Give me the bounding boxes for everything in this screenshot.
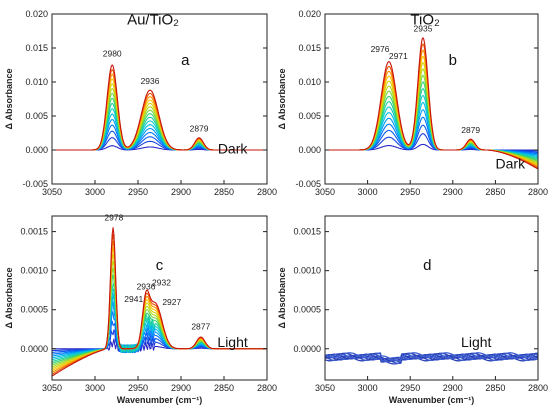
panel-title: TiO₂ xyxy=(410,12,440,29)
condition-label: Light xyxy=(217,334,247,350)
condition-label: Light xyxy=(461,334,491,350)
panel-title: Au/TiO₂ xyxy=(127,12,179,29)
plot-frame xyxy=(324,215,539,381)
x-tick-label: 2950 xyxy=(128,187,148,197)
y-tick-label: -0.005 xyxy=(22,179,48,189)
peak-label: 2936 xyxy=(141,76,160,86)
y-tick-label: 0.015 xyxy=(25,43,48,53)
x-axis-label: Wavenumber (cm⁻¹) xyxy=(117,395,202,405)
plot-frame xyxy=(324,13,539,185)
y-tick-label: 0.015 xyxy=(298,43,321,53)
x-tick-label: 2900 xyxy=(443,187,463,197)
x-tick-label: 2800 xyxy=(257,383,277,393)
x-tick-label: 3050 xyxy=(42,383,62,393)
x-tick-label: 2950 xyxy=(400,383,420,393)
x-tick-label: 2800 xyxy=(257,187,277,197)
x-tick-label: 2900 xyxy=(171,383,191,393)
x-tick-label: 3050 xyxy=(42,187,62,197)
x-tick-label: 2800 xyxy=(528,187,548,197)
x-tick-label: 2850 xyxy=(485,383,505,393)
y-axis-label: Δ Absorbance xyxy=(4,69,14,130)
x-tick-label: 3050 xyxy=(315,187,335,197)
y-tick-label: 0.0015 xyxy=(293,227,321,237)
x-tick-label: 3000 xyxy=(85,383,105,393)
peak-label: 2976 xyxy=(371,44,390,54)
y-tick-label: 0.020 xyxy=(298,9,321,19)
panel-letter: b xyxy=(449,52,457,69)
spectra-group xyxy=(325,352,538,365)
x-tick-label: 2850 xyxy=(214,187,234,197)
panel-letter: d xyxy=(423,257,431,274)
x-tick-label: 3050 xyxy=(315,383,335,393)
x-tick-label: 3000 xyxy=(85,187,105,197)
x-tick-label: 3000 xyxy=(358,187,378,197)
y-tick-label: 0.0005 xyxy=(20,305,48,315)
spectrum-line-7 xyxy=(325,352,538,362)
spectrum-line-15 xyxy=(325,43,538,169)
peak-label: 2936 xyxy=(137,282,156,292)
x-tick-label: 2950 xyxy=(400,187,420,197)
y-tick-label: 0.010 xyxy=(25,77,48,87)
x-tick-label: 2850 xyxy=(214,383,234,393)
y-axis-label: Δ Absorbance xyxy=(4,268,14,329)
chart-panel-b: -0.005 0.000 0.005 0.010 0.015 0.020 3050 3000 2… xyxy=(277,9,548,197)
y-tick-label: 0.0010 xyxy=(20,266,48,276)
chart-panel-c: 0.0000 0.0005 0.0010 0.0015 3050 3000 2950 2900… xyxy=(4,212,277,405)
x-tick-label: 2850 xyxy=(485,187,505,197)
spectra-group xyxy=(52,64,267,151)
peak-label: 2877 xyxy=(191,322,210,332)
y-axis-label: Δ Absorbance xyxy=(277,69,287,130)
x-axis-label: Wavenumber (cm⁻¹) xyxy=(389,395,474,405)
peak-label: 2941 xyxy=(124,294,143,304)
y-tick-label: 0.0000 xyxy=(293,344,321,354)
spectrum-line-16 xyxy=(52,227,267,377)
y-tick-label: 0.0015 xyxy=(20,227,48,237)
y-tick-label: 0.0000 xyxy=(20,344,48,354)
panel-letter: c xyxy=(156,257,164,274)
plot-frame xyxy=(51,13,268,185)
y-tick-label: 0.020 xyxy=(25,9,48,19)
peak-label: 2879 xyxy=(461,125,480,135)
peak-label: 2935 xyxy=(414,23,433,33)
spectra-group xyxy=(325,37,538,170)
peak-label: 2932 xyxy=(152,277,171,287)
spectrum-line-8 xyxy=(325,352,538,362)
plot-frame xyxy=(51,215,268,381)
condition-label: Dark xyxy=(496,156,527,172)
peak-label: 2980 xyxy=(103,49,122,59)
y-tick-label: 0.0010 xyxy=(293,266,321,276)
y-tick-label: 0.010 xyxy=(298,77,321,87)
y-tick-label: -0.005 xyxy=(295,179,321,189)
spectrum-line-16 xyxy=(52,64,267,151)
condition-label: Dark xyxy=(218,140,249,156)
spectrum-line-16 xyxy=(325,37,538,170)
x-tick-label: 2950 xyxy=(128,383,148,393)
y-tick-label: 0.0005 xyxy=(293,305,321,315)
x-tick-label: 2900 xyxy=(171,187,191,197)
y-tick-label: 0.005 xyxy=(298,111,321,121)
peak-label: 2927 xyxy=(162,297,181,307)
x-tick-label: 2900 xyxy=(443,383,463,393)
y-axis-label: Δ Absorbance xyxy=(277,268,287,329)
peak-label: 2879 xyxy=(190,123,209,133)
chart-panel-a: -0.005 0.000 0.005 0.010 0.015 0.020 3050 3000 2… xyxy=(4,9,277,197)
spectra-group xyxy=(52,227,267,377)
x-tick-label: 2800 xyxy=(528,383,548,393)
peak-label: 2971 xyxy=(389,51,408,61)
y-tick-label: 0.005 xyxy=(25,111,48,121)
spectrum-line-13 xyxy=(52,78,267,151)
y-tick-label: 0.000 xyxy=(298,145,321,155)
x-tick-label: 3000 xyxy=(358,383,378,393)
chart-panel-d: 0.0000 0.0005 0.0010 0.0015 3050 3000 2950 2900… xyxy=(277,215,548,405)
y-tick-label: 0.000 xyxy=(25,145,48,155)
panel-letter: a xyxy=(181,52,190,69)
peak-label: 2978 xyxy=(104,212,123,222)
